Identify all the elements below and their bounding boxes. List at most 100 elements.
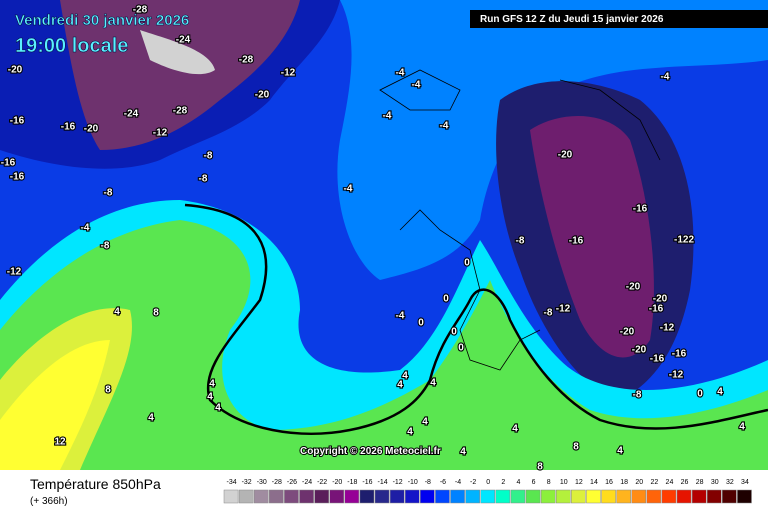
- contour-label: -24: [176, 35, 191, 46]
- legend-value: -2: [470, 479, 476, 486]
- ocean-mild: [337, 0, 768, 280]
- contour-label: -20: [8, 65, 23, 76]
- legend-value: -12: [393, 479, 403, 486]
- legend-swatch: [450, 489, 465, 504]
- legend-swatch: [631, 489, 647, 504]
- color-scale: -34 -32 -30 -28 -26 -24 -22 -20 -18 -16 -14 -12 -10-…: [223, 479, 752, 504]
- contour-label: -28: [173, 106, 188, 117]
- contour-label: 4: [739, 422, 745, 433]
- contour-label: 8: [153, 308, 159, 319]
- contour-label: 4: [402, 371, 408, 382]
- legend-swatch: [706, 489, 722, 504]
- legend-value: 8: [547, 479, 551, 486]
- contour-label: -4: [396, 68, 405, 79]
- legend-subtitle: (+ 366h): [30, 496, 68, 507]
- contour-label: 0: [697, 389, 703, 400]
- legend-value: 26: [681, 479, 689, 486]
- legend-value: -24: [302, 479, 312, 486]
- contour-label: -16: [633, 204, 648, 215]
- legend-value: 32: [726, 479, 734, 486]
- contour-label: 4: [207, 392, 213, 403]
- contour-labels: -28-24-20-28-12-20-16-16 -20-24 -28-12-8-8…: [0, 4, 746, 474]
- contour-label: -8: [544, 308, 553, 319]
- contour-label: 8: [537, 462, 543, 473]
- legend-title: Température 850hPa: [30, 476, 161, 492]
- contour-label: 4: [512, 424, 518, 435]
- legend-swatch: [374, 489, 390, 504]
- contour-label: 0: [443, 294, 449, 305]
- legend-value: 24: [666, 479, 674, 486]
- contour-label: -20: [558, 150, 573, 161]
- contour-label: 4: [148, 413, 154, 424]
- contour-label: -24: [124, 109, 139, 120]
- contour-label: -8: [633, 390, 642, 401]
- greenland-cold: [60, 0, 300, 150]
- contour-label: -4: [396, 311, 405, 322]
- legend-swatch: [737, 489, 752, 504]
- legend-swatch: [525, 489, 541, 504]
- legend-value: -26: [287, 479, 297, 486]
- legend-value: -16: [362, 479, 372, 486]
- legend-swatch: [510, 489, 526, 504]
- legend-swatch: [284, 489, 299, 504]
- contour-label: 4: [215, 403, 221, 414]
- contour-label: 4: [717, 387, 723, 398]
- legend-swatch: [480, 489, 496, 504]
- contour-label: -4: [383, 111, 392, 122]
- contour-label: -20: [84, 124, 99, 135]
- legend-swatch: [601, 489, 616, 504]
- contour-label: -28: [133, 5, 148, 16]
- contour-label: -20: [626, 282, 641, 293]
- legend-swatch: [691, 489, 707, 504]
- legend-value: 2: [501, 479, 505, 486]
- legend-swatch: [616, 489, 631, 504]
- legend-value: -10: [408, 479, 418, 486]
- contour-label: -16: [649, 304, 664, 315]
- contour-label: 4: [397, 380, 403, 391]
- forecast-date: Vendredi 30 janvier 2026: [15, 12, 189, 29]
- legend-value: -28: [272, 479, 282, 486]
- legend-swatch: [676, 489, 692, 504]
- contour-label: -12: [153, 128, 168, 139]
- warmest-region: [0, 340, 110, 470]
- contour-label: -8: [204, 151, 213, 162]
- contour-label: -4: [344, 184, 353, 195]
- legend-swatch: [238, 489, 254, 504]
- contour-label: 4: [460, 447, 466, 458]
- contour-label: -4: [440, 121, 449, 132]
- legend-value: 18: [620, 479, 628, 486]
- contour-label: -4: [81, 223, 90, 234]
- legend-value: -6: [440, 479, 446, 486]
- legend-value: 16: [605, 479, 613, 486]
- legend-swatch: [646, 489, 662, 504]
- greenland-core: [140, 30, 215, 75]
- contour-label: -20: [632, 345, 647, 356]
- legend-value: 14: [590, 479, 598, 486]
- legend-value: -32: [242, 479, 252, 486]
- legend-value: -14: [377, 479, 387, 486]
- scandinavia-core: [530, 116, 654, 358]
- legend-swatch: [495, 489, 511, 504]
- contour-label: -8: [101, 241, 110, 252]
- contour-label: 4: [407, 427, 413, 438]
- contour-label: 8: [105, 385, 111, 396]
- contour-label: 0: [418, 318, 424, 329]
- contour-label: 8: [573, 442, 579, 453]
- legend-swatch: [465, 489, 480, 504]
- contour-label: -20: [620, 327, 635, 338]
- run-box: [470, 10, 768, 28]
- legend-swatch: [389, 489, 405, 504]
- legend-value: -20: [332, 479, 342, 486]
- legend-value: -34: [226, 479, 236, 486]
- contour-label: 4: [430, 378, 436, 389]
- contour-label: 4: [114, 307, 120, 318]
- legend-value: -22: [317, 479, 327, 486]
- legend-value: 0: [486, 479, 490, 486]
- contour-label: -12: [7, 267, 22, 278]
- legend-swatch: [299, 489, 314, 504]
- contour-label: 4: [617, 446, 623, 457]
- contour-label: -122: [674, 235, 694, 246]
- legend-swatch: [571, 489, 586, 504]
- contour-label: -16: [10, 172, 25, 183]
- contour-label: -16: [672, 349, 687, 360]
